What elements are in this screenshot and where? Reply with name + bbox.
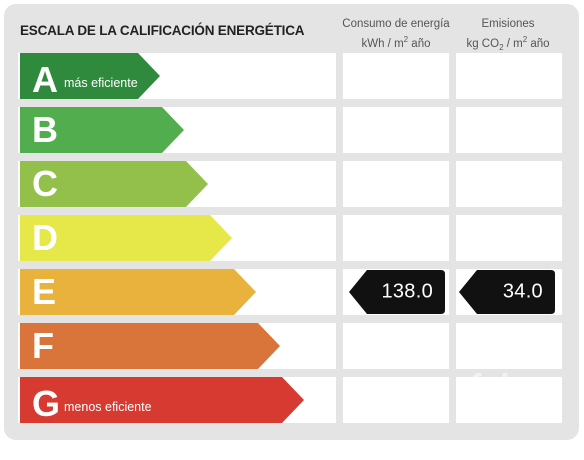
rating-arrow-fill	[20, 377, 304, 423]
rating-letter: B	[32, 109, 58, 150]
rating-arrow-e: E	[20, 269, 256, 315]
page-title: ESCALA DE LA CALIFICACIÓN ENERGÉTICA	[20, 23, 305, 38]
rating-letter: A	[32, 58, 58, 100]
emisiones-unit-sub: 2	[499, 43, 504, 53]
rating-arrow-shape	[20, 107, 184, 153]
emisiones-cell-c	[456, 161, 562, 207]
rating-arrow-shape	[20, 269, 256, 315]
watermark: fab	[470, 368, 521, 407]
rating-arrow-shape	[20, 161, 208, 207]
rating-arrow-fill	[20, 161, 208, 207]
consumo-unit-sup: 2	[403, 35, 409, 44]
emisiones-badge-fill	[459, 270, 555, 314]
consumo-badge-fill	[349, 270, 445, 314]
consumo-header: Consumo de energía kWh / m2 año	[340, 17, 452, 52]
rating-arrow-shape	[20, 323, 280, 369]
consumo-unit-a: kWh / m	[361, 37, 404, 50]
rating-arrow-d: D	[20, 215, 232, 261]
rating-arrow-f: F	[20, 323, 280, 369]
consumo-cell-b	[343, 107, 449, 153]
emisiones-unit-a: kg CO	[466, 37, 500, 50]
emisiones-unit-b: / m	[503, 37, 523, 50]
consumo-unit-b: año	[408, 37, 431, 50]
emisiones-header-line1: Emisiones	[481, 18, 535, 30]
rating-arrow-fill	[20, 53, 160, 99]
rating-arrow-fill	[20, 323, 280, 369]
emisiones-badge-value: 34.0	[502, 280, 543, 303]
emisiones-cell-d	[456, 215, 562, 261]
rating-letter: G	[32, 382, 61, 424]
emisiones-badge: 34.0	[459, 270, 555, 314]
emisiones-badge-shape	[459, 270, 555, 314]
watermark-text: fab	[470, 368, 521, 406]
rating-letter: D	[32, 217, 58, 258]
emisiones-cell-f	[456, 323, 562, 369]
emisiones-cell-b	[456, 107, 562, 153]
consumo-cell-d	[343, 215, 449, 261]
consumo-badge: 138.0	[349, 270, 445, 314]
consumo-badge-shape	[349, 270, 445, 314]
consumo-header-line2: kWh / m2 año	[340, 32, 452, 52]
emisiones-header-line2: kg CO2 / m2 año	[452, 32, 564, 55]
rating-arrow-fill	[20, 107, 184, 153]
rating-letter: F	[32, 325, 54, 366]
consumo-header-line1: Consumo de energía	[342, 18, 450, 30]
rating-letter: E	[32, 271, 57, 312]
consumo-cell-a	[343, 53, 449, 99]
rating-arrow-c: C	[20, 161, 208, 207]
emisiones-unit-sup: 2	[522, 35, 528, 44]
rating-sublabel: más eficiente	[64, 76, 138, 90]
consumo-badge-value: 138.0	[381, 280, 433, 303]
consumo-cell-c	[343, 161, 449, 207]
rating-arrow-fill	[20, 215, 232, 261]
rating-letter: C	[32, 163, 58, 204]
rating-arrow-shape	[20, 377, 304, 423]
consumo-cell-g	[343, 377, 449, 423]
rating-sublabel: menos eficiente	[64, 400, 152, 414]
consumo-cell-f	[343, 323, 449, 369]
emisiones-header: Emisiones kg CO2 / m2 año	[452, 17, 564, 55]
emisiones-unit-c: año	[527, 37, 550, 50]
rating-arrow-shape	[20, 53, 160, 99]
emisiones-cell-a	[456, 53, 562, 99]
rating-arrow-fill	[20, 269, 256, 315]
rating-arrow-b: B	[20, 107, 184, 153]
rating-arrow-shape	[20, 215, 232, 261]
emisiones-cell-g	[456, 377, 562, 423]
